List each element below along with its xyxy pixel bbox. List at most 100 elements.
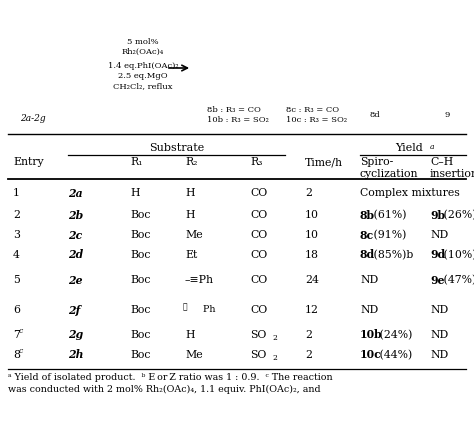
Text: 9d: 9d bbox=[430, 250, 445, 261]
Text: (61%): (61%) bbox=[370, 210, 407, 220]
Text: Complex mixtures: Complex mixtures bbox=[360, 188, 460, 198]
Text: 4: 4 bbox=[13, 250, 20, 260]
Text: 2a-2g: 2a-2g bbox=[20, 113, 46, 122]
Text: ND: ND bbox=[430, 330, 448, 340]
Text: ᵃ Yield of isolated product.  ᵇ E or Z ratio was 1 : 0.9.  ᶜ The reaction: ᵃ Yield of isolated product. ᵇ E or Z ra… bbox=[8, 373, 333, 382]
Text: R₁: R₁ bbox=[130, 157, 143, 167]
Text: ND: ND bbox=[430, 350, 448, 360]
Text: 10: 10 bbox=[305, 210, 319, 220]
Text: 2a: 2a bbox=[68, 187, 82, 199]
Text: 2b: 2b bbox=[68, 209, 83, 220]
Text: CO: CO bbox=[250, 250, 267, 260]
Text: Rh₂(OAc)₄: Rh₂(OAc)₄ bbox=[122, 48, 164, 56]
Text: 8c : R₃ = CO: 8c : R₃ = CO bbox=[286, 106, 339, 114]
Text: SO: SO bbox=[250, 350, 266, 360]
Text: 7: 7 bbox=[13, 330, 20, 340]
Text: CO: CO bbox=[250, 305, 267, 315]
Text: (44%): (44%) bbox=[375, 350, 412, 360]
Text: 10: 10 bbox=[305, 230, 319, 240]
Text: –≡Ph: –≡Ph bbox=[185, 275, 214, 285]
Text: was conducted with 2 mol% Rh₂(OAc)₄, 1.1 equiv. PhI(OAc)₂, and: was conducted with 2 mol% Rh₂(OAc)₄, 1.1… bbox=[8, 385, 320, 394]
Text: 2c: 2c bbox=[68, 229, 82, 241]
Text: (10%): (10%) bbox=[440, 250, 474, 260]
Text: 2: 2 bbox=[272, 354, 277, 362]
Text: ND: ND bbox=[430, 230, 448, 240]
Text: Time/h: Time/h bbox=[305, 157, 343, 167]
Text: SO: SO bbox=[250, 330, 266, 340]
Text: 6: 6 bbox=[13, 305, 20, 315]
Text: 18: 18 bbox=[305, 250, 319, 260]
Text: Boc: Boc bbox=[130, 250, 150, 260]
Text: Boc: Boc bbox=[130, 305, 150, 315]
Text: H: H bbox=[185, 188, 194, 198]
Text: 2: 2 bbox=[13, 210, 20, 220]
Text: 8d: 8d bbox=[370, 111, 381, 119]
Text: R₂: R₂ bbox=[185, 157, 198, 167]
Text: 2: 2 bbox=[305, 330, 312, 340]
Text: 8b : R₃ = CO: 8b : R₃ = CO bbox=[207, 106, 261, 114]
Text: CH₂Cl₂, reflux: CH₂Cl₂, reflux bbox=[113, 82, 173, 90]
Text: Boc: Boc bbox=[130, 350, 150, 360]
Text: 10c: 10c bbox=[360, 350, 382, 360]
Text: 2g: 2g bbox=[68, 330, 83, 341]
Text: 8b: 8b bbox=[360, 209, 375, 220]
Text: 2d: 2d bbox=[68, 250, 83, 261]
Text: a: a bbox=[430, 143, 435, 151]
Text: (47%): (47%) bbox=[440, 275, 474, 285]
Text: 10c : R₃ = SO₂: 10c : R₃ = SO₂ bbox=[286, 116, 347, 124]
Text: Ph: Ph bbox=[185, 306, 216, 315]
Text: 10b: 10b bbox=[360, 330, 383, 341]
Text: 5: 5 bbox=[13, 275, 20, 285]
Text: 12: 12 bbox=[305, 305, 319, 315]
Text: (85%)b: (85%)b bbox=[370, 250, 414, 260]
Text: Boc: Boc bbox=[130, 210, 150, 220]
Text: (26%): (26%) bbox=[440, 210, 474, 220]
Text: H: H bbox=[185, 210, 194, 220]
Text: 9e: 9e bbox=[430, 274, 445, 285]
Text: 3: 3 bbox=[13, 230, 20, 240]
Text: ND: ND bbox=[360, 305, 378, 315]
Text: 2e: 2e bbox=[68, 274, 82, 285]
Text: 2: 2 bbox=[272, 334, 277, 342]
Text: ⮤: ⮤ bbox=[183, 303, 188, 312]
Text: (24%): (24%) bbox=[375, 330, 412, 340]
Bar bbox=[0, 0, 474, 134]
Text: 1.4 eq.PhI(OAc)₂: 1.4 eq.PhI(OAc)₂ bbox=[108, 62, 178, 70]
Text: H: H bbox=[185, 330, 194, 340]
Text: 2: 2 bbox=[305, 188, 312, 198]
Text: R₃: R₃ bbox=[250, 157, 263, 167]
Text: Spiro-
cyclization: Spiro- cyclization bbox=[360, 157, 419, 178]
Text: 9: 9 bbox=[445, 111, 450, 119]
Text: CO: CO bbox=[250, 275, 267, 285]
Text: Yield: Yield bbox=[395, 143, 423, 153]
Text: 9b: 9b bbox=[430, 209, 445, 220]
Text: 2: 2 bbox=[305, 350, 312, 360]
Text: c: c bbox=[19, 327, 23, 335]
Text: Entry: Entry bbox=[13, 157, 44, 167]
Text: 10b : R₃ = SO₂: 10b : R₃ = SO₂ bbox=[207, 116, 269, 124]
Text: c: c bbox=[19, 347, 23, 355]
Text: CO: CO bbox=[250, 210, 267, 220]
Text: 24: 24 bbox=[305, 275, 319, 285]
Text: 8c: 8c bbox=[360, 229, 374, 241]
Text: 1: 1 bbox=[13, 188, 20, 198]
Text: 5 mol%: 5 mol% bbox=[127, 38, 159, 46]
Text: ND: ND bbox=[430, 305, 448, 315]
Text: CO: CO bbox=[250, 230, 267, 240]
Text: Me: Me bbox=[185, 230, 202, 240]
Text: Substrate: Substrate bbox=[149, 143, 204, 153]
Text: Boc: Boc bbox=[130, 275, 150, 285]
Text: 2h: 2h bbox=[68, 350, 83, 360]
Text: (91%): (91%) bbox=[370, 230, 407, 240]
Text: Boc: Boc bbox=[130, 330, 150, 340]
Text: Boc: Boc bbox=[130, 230, 150, 240]
Text: Me: Me bbox=[185, 350, 202, 360]
Text: C–H
insertion: C–H insertion bbox=[430, 157, 474, 178]
Text: Et: Et bbox=[185, 250, 197, 260]
Text: 2.5 eq.MgO: 2.5 eq.MgO bbox=[118, 72, 168, 80]
Text: H: H bbox=[130, 188, 139, 198]
Text: 8: 8 bbox=[13, 350, 20, 360]
Text: 8d: 8d bbox=[360, 250, 375, 261]
Text: 2f: 2f bbox=[68, 304, 80, 315]
Text: ND: ND bbox=[360, 275, 378, 285]
